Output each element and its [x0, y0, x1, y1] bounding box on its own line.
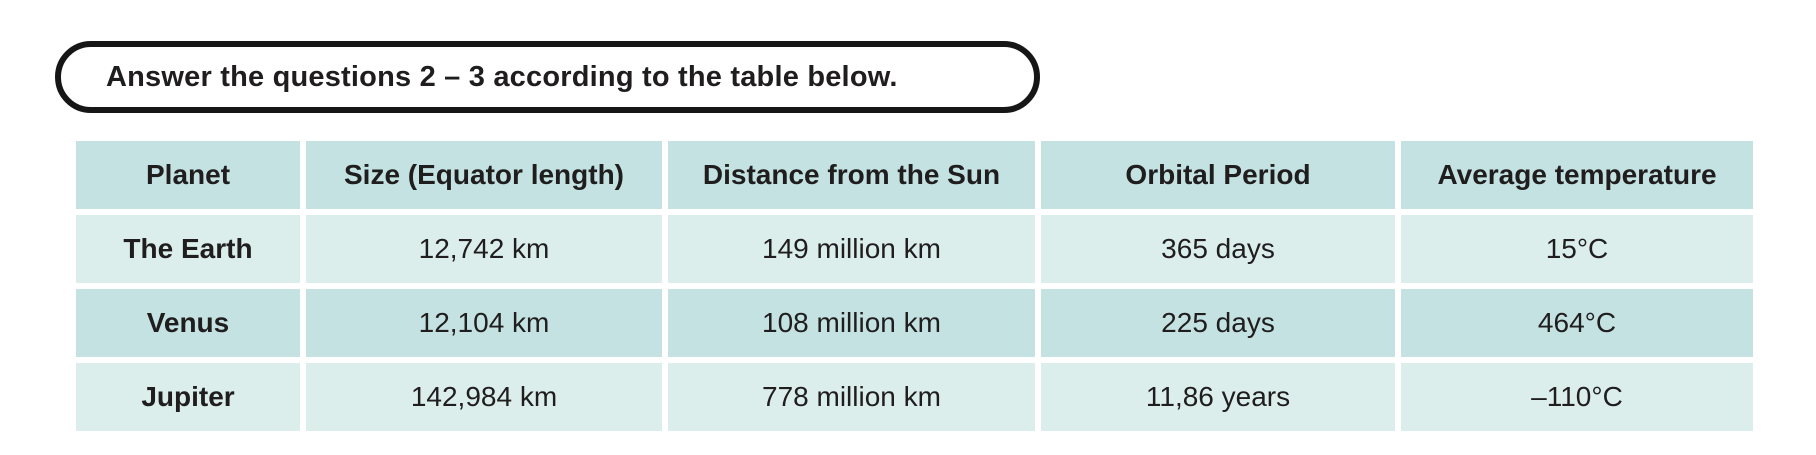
planet-name-cell: Venus [76, 289, 300, 357]
distance-cell: 149 million km [668, 215, 1035, 283]
orbital-period-cell: 225 days [1041, 289, 1395, 357]
planet-name-cell: The Earth [76, 215, 300, 283]
avg-temperature-cell: 464°C [1401, 289, 1753, 357]
instruction-banner: Answer the questions 2 – 3 according to … [55, 41, 1040, 113]
table-row-jupiter: Jupiter 142,984 km 778 million km 11,86 … [76, 363, 1753, 431]
instruction-text: Answer the questions 2 – 3 according to … [106, 60, 898, 93]
size-cell: 142,984 km [306, 363, 662, 431]
size-cell: 12,742 km [306, 215, 662, 283]
table-row-earth: The Earth 12,742 km 149 million km 365 d… [76, 215, 1753, 283]
distance-cell: 778 million km [668, 363, 1035, 431]
orbital-period-cell: 365 days [1041, 215, 1395, 283]
table-header-row: Planet Size (Equator length) Distance fr… [76, 141, 1753, 209]
column-header-size: Size (Equator length) [306, 141, 662, 209]
planet-name-cell: Jupiter [76, 363, 300, 431]
table-row-venus: Venus 12,104 km 108 million km 225 days … [76, 289, 1753, 357]
column-header-orbital-period: Orbital Period [1041, 141, 1395, 209]
planet-data-table: Planet Size (Equator length) Distance fr… [70, 135, 1759, 437]
column-header-planet: Planet [76, 141, 300, 209]
distance-cell: 108 million km [668, 289, 1035, 357]
avg-temperature-cell: 15°C [1401, 215, 1753, 283]
avg-temperature-cell: –110°C [1401, 363, 1753, 431]
orbital-period-cell: 11,86 years [1041, 363, 1395, 431]
size-cell: 12,104 km [306, 289, 662, 357]
column-header-avg-temperature: Average temperature [1401, 141, 1753, 209]
column-header-distance: Distance from the Sun [668, 141, 1035, 209]
